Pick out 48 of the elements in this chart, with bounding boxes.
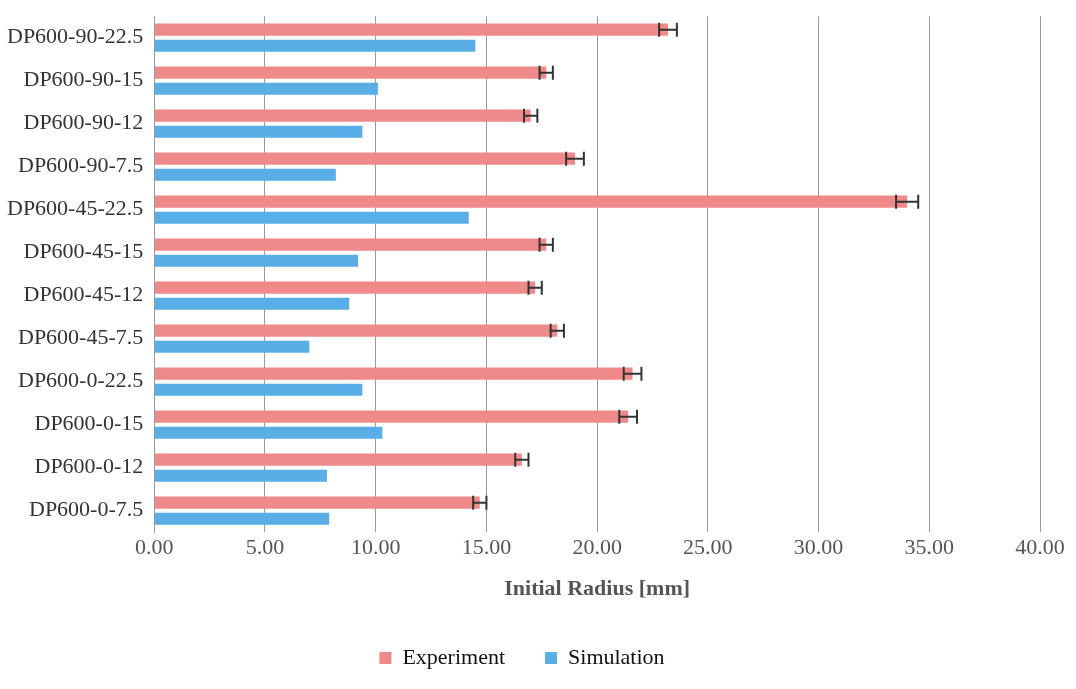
- y-tick-label: DP600-45-12: [23, 281, 144, 307]
- bar: [154, 211, 469, 224]
- bar: [154, 168, 336, 181]
- x-tick-label: 0.00: [135, 534, 174, 560]
- y-tick-label: DP600-90-7.5: [17, 152, 144, 178]
- x-tick-label: 20.00: [572, 534, 622, 560]
- x-tick-label: 10.00: [350, 534, 401, 560]
- bar: [154, 410, 629, 423]
- x-tick-label: 25.00: [683, 534, 733, 560]
- bar: [154, 254, 358, 267]
- bar: [154, 367, 633, 380]
- y-tick-label: DP600-90-12: [23, 109, 144, 135]
- bar: [154, 66, 547, 79]
- y-tick-label: DP600-0-15: [34, 410, 144, 436]
- bar: [154, 426, 383, 439]
- y-tick-label: DP600-45-15: [23, 238, 144, 264]
- bar: [154, 383, 363, 396]
- bar: [154, 195, 908, 208]
- bar: [154, 453, 522, 466]
- bar: [154, 496, 480, 509]
- bar: [154, 23, 668, 36]
- bar: [154, 125, 363, 138]
- bar: [154, 82, 378, 95]
- y-tick-label: DP600-90-22.5: [6, 23, 144, 49]
- bar: [154, 152, 575, 165]
- legend-label: Simulation: [568, 643, 665, 669]
- x-tick-label: 30.00: [793, 534, 844, 560]
- bar: [154, 340, 310, 353]
- bar: [154, 109, 531, 122]
- x-tick-label: 5.00: [245, 534, 285, 560]
- y-tick-label: DP600-45-22.5: [6, 195, 144, 221]
- bar: [154, 238, 547, 251]
- y-tick-label: DP600-0-22.5: [17, 367, 144, 393]
- bar: [154, 469, 327, 482]
- bar: [154, 324, 558, 337]
- bar: [154, 512, 330, 525]
- legend-label: Experiment: [402, 643, 506, 669]
- x-tick-label: 35.00: [904, 534, 955, 560]
- y-tick-label: DP600-0-12: [34, 453, 144, 479]
- bar: [154, 39, 476, 52]
- x-tick-label: 15.00: [461, 534, 512, 560]
- x-tick-label: 40.00: [1015, 534, 1065, 560]
- y-tick-label: DP600-90-15: [23, 66, 144, 92]
- y-tick-label: DP600-0-7.5: [28, 496, 144, 522]
- bar: [154, 281, 536, 294]
- x-axis-title: Initial Radius [mm]: [504, 575, 691, 601]
- y-tick-label: DP600-45-7.5: [17, 324, 144, 350]
- bar: [154, 297, 350, 310]
